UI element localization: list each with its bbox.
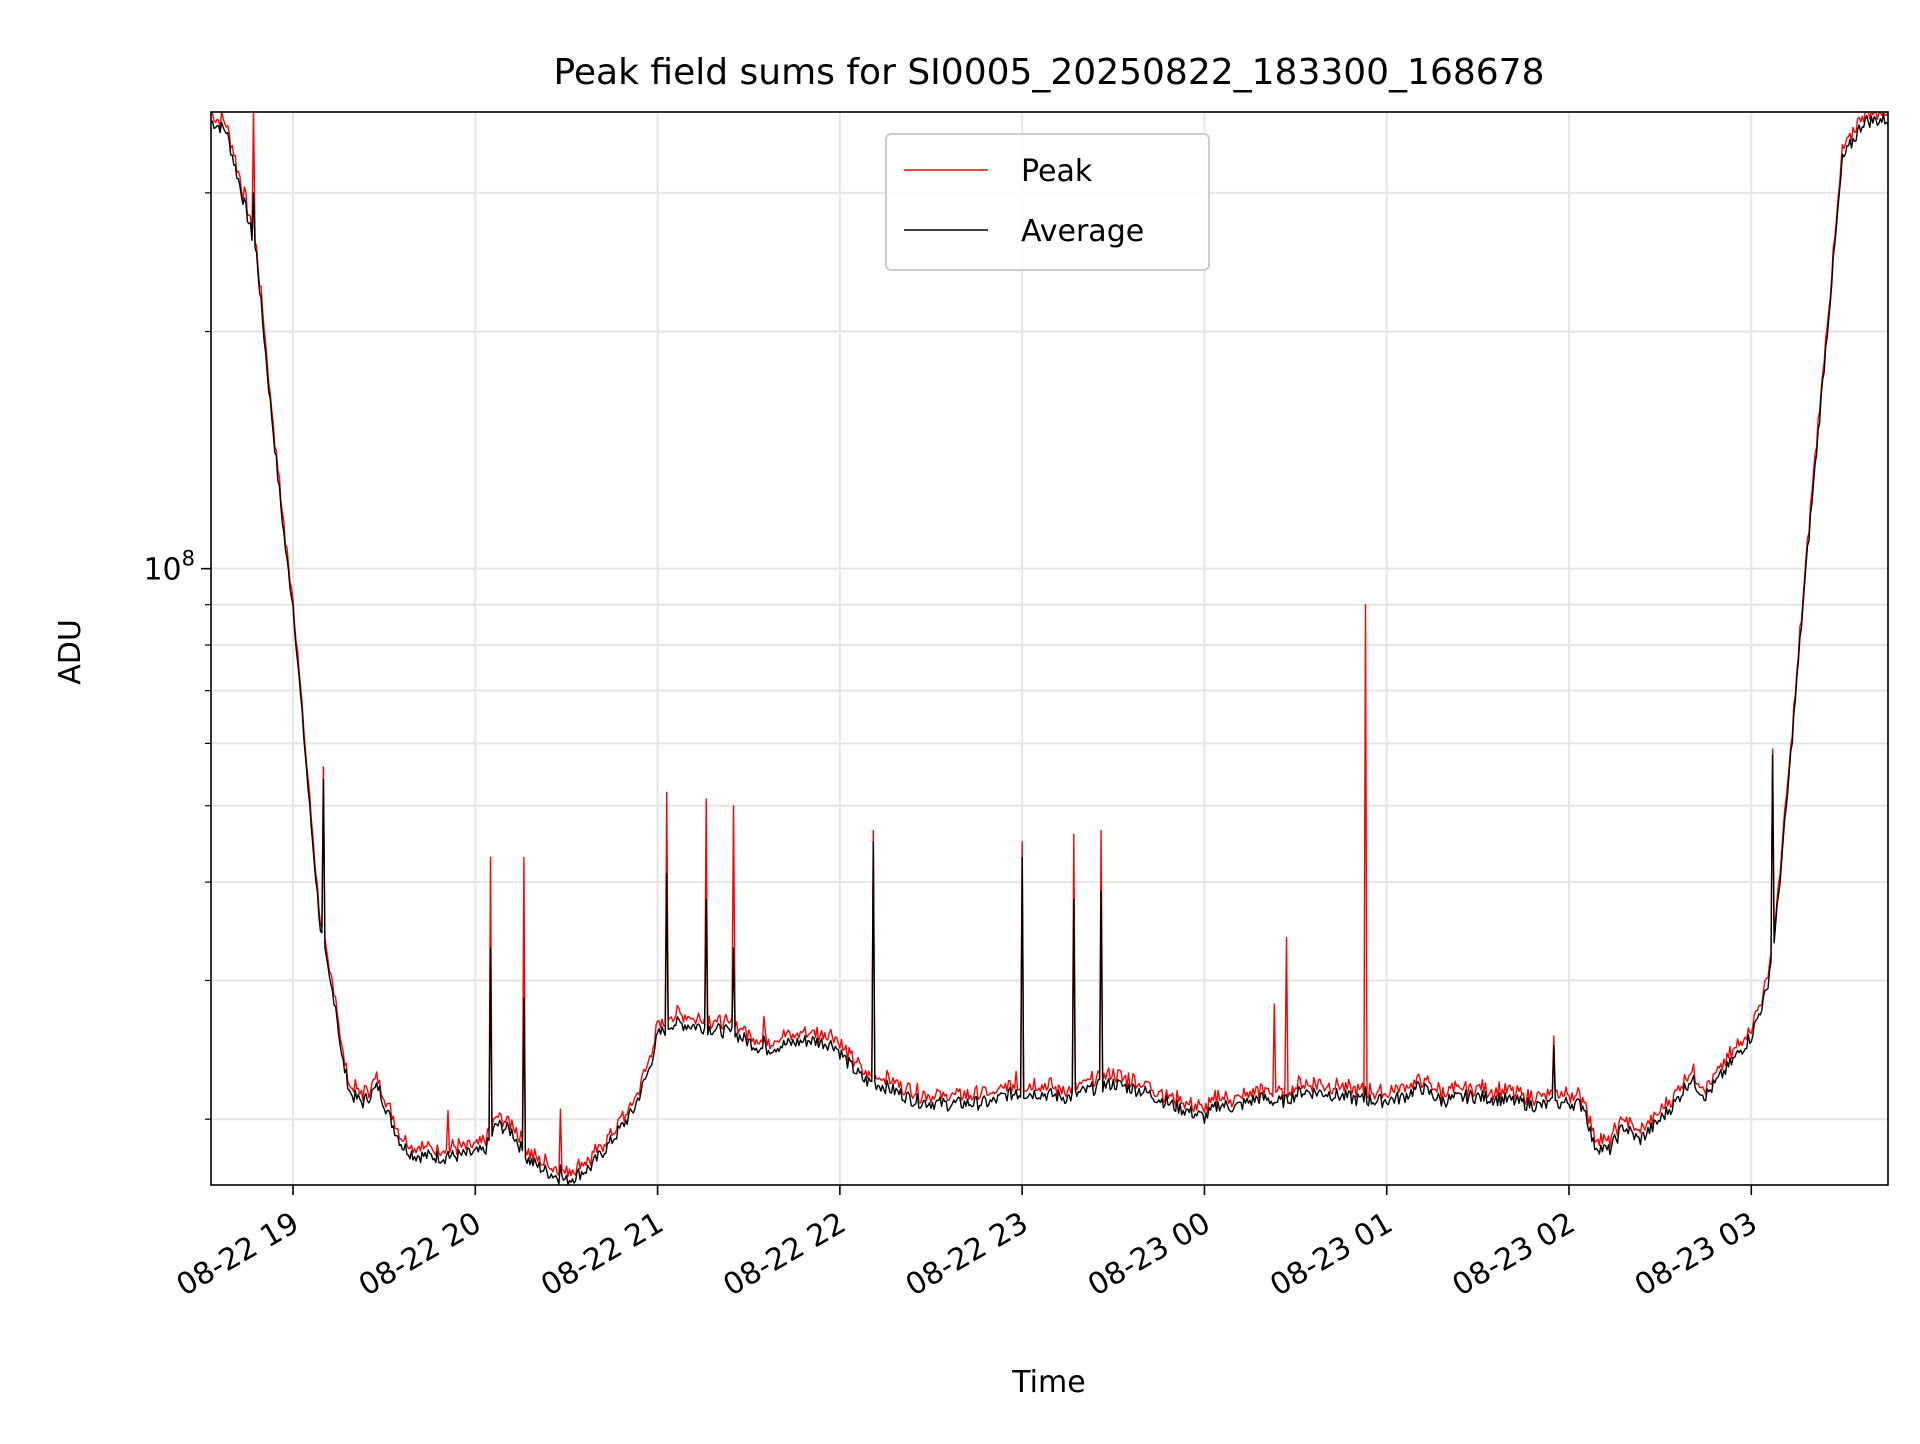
series-line-peak — [210, 111, 1889, 1178]
legend-label-average: Average — [1021, 214, 1144, 249]
y-tick-label: 108 — [143, 547, 195, 588]
legend: Peak Average — [885, 133, 1210, 271]
x-axis-label: Time — [1011, 1365, 1085, 1400]
series-line-average — [210, 113, 1889, 1186]
plot-frame — [210, 111, 1889, 1186]
y-axis-label: ADU — [53, 619, 88, 685]
legend-label-peak: Peak — [1021, 154, 1093, 189]
legend-box — [885, 133, 1210, 271]
plot-data — [210, 111, 1889, 1186]
grid — [211, 112, 1888, 1185]
chart-title: Peak field sums for SI0005_20250822_1833… — [553, 52, 1544, 93]
